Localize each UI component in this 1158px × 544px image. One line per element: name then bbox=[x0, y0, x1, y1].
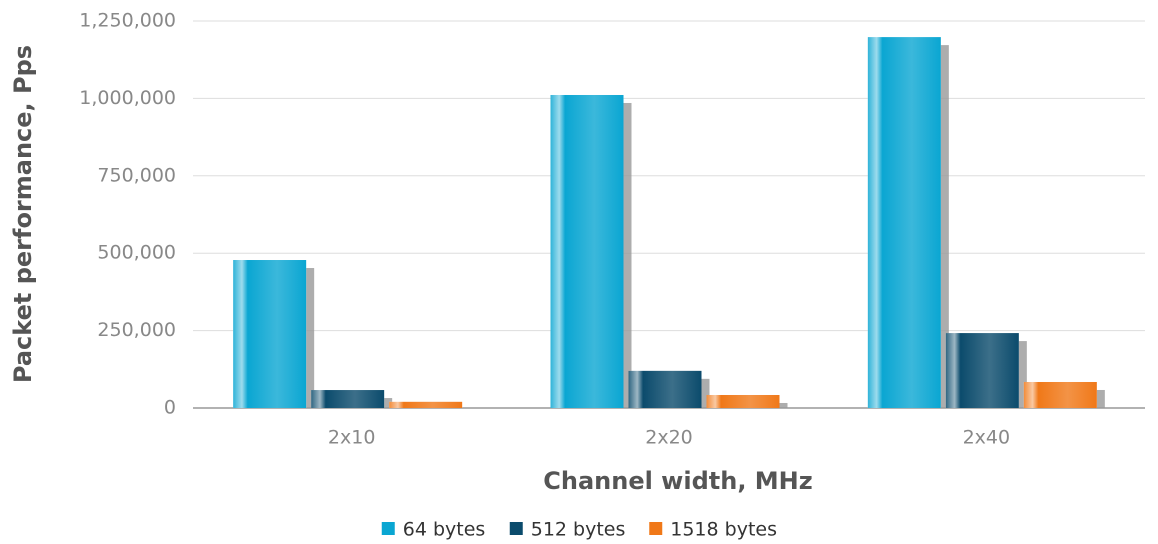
x-tick-label: 2x10 bbox=[328, 427, 376, 449]
legend-swatch bbox=[509, 522, 523, 535]
x-axis-title: Channel width, MHz bbox=[543, 467, 812, 495]
y-tick-label: 250,000 bbox=[97, 319, 176, 341]
legend-swatch bbox=[381, 522, 395, 535]
y-tick-label: 0 bbox=[164, 397, 176, 419]
y-axis-title: Packet performance, Pps bbox=[9, 45, 37, 383]
bar bbox=[1023, 381, 1097, 408]
x-tick-label: 2x20 bbox=[645, 427, 693, 449]
y-tick-label: 750,000 bbox=[97, 164, 176, 186]
legend-swatch bbox=[649, 522, 663, 535]
x-tick-label: 2x40 bbox=[963, 427, 1011, 449]
bar bbox=[233, 260, 307, 408]
legend-label: 512 bytes bbox=[531, 519, 626, 541]
bar bbox=[706, 394, 780, 408]
bar bbox=[945, 333, 1019, 408]
bar bbox=[389, 401, 463, 408]
bar bbox=[628, 370, 702, 408]
y-tick-label: 1,000,000 bbox=[79, 87, 176, 109]
bar bbox=[867, 37, 941, 408]
legend-label: 64 bytes bbox=[403, 519, 486, 541]
y-tick-label: 500,000 bbox=[97, 242, 176, 264]
y-tick-label: 1,250,000 bbox=[79, 10, 176, 32]
bar bbox=[550, 94, 624, 409]
legend-label: 1518 bytes bbox=[670, 519, 777, 541]
bar bbox=[311, 390, 385, 408]
